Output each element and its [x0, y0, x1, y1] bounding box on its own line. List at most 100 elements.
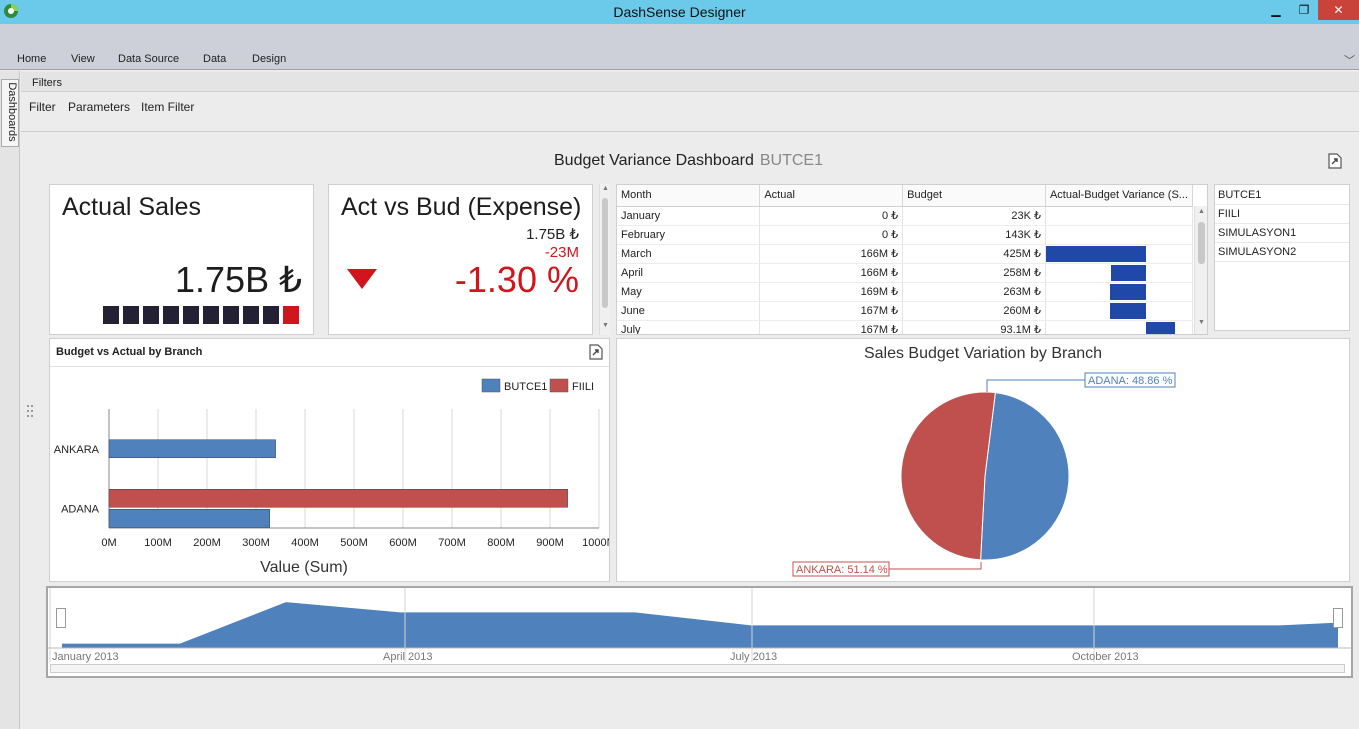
table-row[interactable]: July 167M ₺ 93.1M ₺ — [617, 320, 1194, 334]
cell-variance — [1045, 225, 1194, 245]
cell-month: April — [617, 263, 761, 283]
cell-variance — [1045, 206, 1194, 226]
pie-chart-panel: Sales Budget Variation by Branch ADANA: … — [616, 338, 1350, 582]
table-row[interactable]: April 166M ₺ 258M ₺ — [617, 263, 1194, 283]
sparkline-bar — [243, 306, 259, 324]
dashboards-dock-tab[interactable] — [1, 79, 19, 147]
table-row[interactable]: May 169M ₺ 263M ₺ — [617, 282, 1194, 302]
range-left-handle[interactable] — [56, 608, 66, 628]
pie-label: ADANA: 48.86 % — [1088, 375, 1173, 387]
cell-month: February — [617, 225, 761, 245]
cell-budget: 93.1M ₺ — [902, 320, 1046, 334]
title-bar — [0, 0, 1359, 24]
export-icon[interactable] — [589, 344, 603, 360]
tab-view[interactable]: View — [71, 53, 95, 65]
scroll-down-icon[interactable]: ▼ — [602, 322, 609, 329]
list-item[interactable]: BUTCE1 — [1215, 186, 1349, 205]
data-member-list: BUTCE1 FIILI SIMULASYON1 SIMULASYON2 — [1214, 184, 1350, 331]
table-row[interactable]: January 0 ₺ 23K ₺ — [617, 206, 1194, 226]
range-right-handle[interactable] — [1333, 608, 1343, 628]
pie-label-box — [792, 561, 890, 577]
tab-data-source[interactable]: Data Source — [118, 53, 180, 65]
filters-header — [21, 72, 1359, 92]
cell-actual: 0 ₺ — [759, 225, 904, 245]
bar-butce1-ankara[interactable] — [108, 439, 276, 458]
list-item[interactable]: SIMULASYON1 — [1215, 224, 1349, 243]
range-scrollbar[interactable] — [50, 664, 1345, 673]
dashboards-dock-label: Dashboards — [6, 82, 18, 142]
sparkline-bar — [143, 306, 159, 324]
scroll-up-icon[interactable]: ▲ — [602, 185, 609, 192]
bar-fiili-adana[interactable] — [108, 489, 568, 508]
bar-butce1-adana[interactable] — [108, 509, 270, 528]
kpi-actual-sales-card[interactable]: Actual Sales 1.75B ₺ — [49, 184, 314, 335]
cell-actual: 169M ₺ — [759, 282, 904, 302]
sparkline-bar — [283, 306, 299, 324]
x-tick-label: 400M — [291, 537, 319, 549]
minimize-button[interactable]: ▁ — [1271, 3, 1281, 17]
export-icon[interactable] — [1328, 153, 1342, 169]
sparkline-bar — [123, 306, 139, 324]
grid-header-variance[interactable]: Actual-Budget Variance (S... — [1045, 185, 1194, 207]
kpi-act-vs-bud-card[interactable]: Act vs Bud (Expense) 1.75B ₺ -23M -1.30 … — [328, 184, 593, 335]
list-item[interactable]: SIMULASYON2 — [1215, 243, 1349, 262]
table-row[interactable]: March 166M ₺ 425M ₺ — [617, 244, 1194, 264]
grid-header-budget[interactable]: Budget — [902, 185, 1046, 207]
scroll-thumb[interactable] — [1198, 222, 1205, 264]
list-item[interactable]: FIILI — [1215, 205, 1349, 224]
range-date-label: October 2013 — [1072, 651, 1139, 663]
kpi-actual-sales-title: Actual Sales — [62, 193, 201, 221]
range-date-label: July 2013 — [730, 651, 777, 663]
kpi-act-vs-bud-percent: -1.30 % — [454, 259, 579, 300]
range-date-label: January 2013 — [52, 651, 119, 663]
dashboard-subtitle: BUTCE1 — [759, 152, 823, 169]
variance-bar — [1045, 245, 1146, 262]
kpi-scrollbar[interactable]: ▲ ▼ — [599, 184, 610, 335]
maximize-button[interactable]: ❐ — [1298, 3, 1310, 17]
pie-leader-line — [986, 379, 1085, 392]
cell-budget: 258M ₺ — [902, 263, 1046, 283]
scroll-up-icon[interactable]: ▲ — [1198, 208, 1205, 215]
sparkline-bar — [223, 306, 239, 324]
y-category-label: ANKARA — [54, 444, 100, 456]
cell-budget: 23K ₺ — [902, 206, 1046, 226]
grid-header-actual[interactable]: Actual — [759, 185, 904, 207]
cell-variance — [1045, 282, 1194, 302]
table-row[interactable]: February 0 ₺ 143K ₺ — [617, 225, 1194, 245]
variance-bar — [1109, 283, 1146, 300]
cell-budget: 260M ₺ — [902, 301, 1046, 321]
x-tick-label: 900M — [536, 537, 564, 549]
variance-bar — [1145, 321, 1175, 334]
pie-slice[interactable] — [900, 391, 996, 561]
sparkline-bar — [203, 306, 219, 324]
close-button[interactable]: ✕ — [1318, 0, 1359, 20]
range-area — [62, 602, 1338, 648]
tab-home[interactable]: Home — [17, 53, 47, 65]
tab-data[interactable]: Data — [203, 53, 227, 65]
grid-scrollbar[interactable]: ▲ ▼ — [1194, 206, 1207, 334]
bar-chart-title: Budget vs Actual by Branch — [56, 346, 203, 358]
pie-label: ANKARA: 51.14 % — [796, 564, 888, 576]
grid-header-month[interactable]: Month — [617, 185, 761, 207]
variance-bar — [1109, 302, 1146, 319]
x-tick-label: 200M — [193, 537, 221, 549]
pie-chart-title: Sales Budget Variation by Branch — [863, 345, 1103, 362]
range-filter[interactable]: January 2013 April 2013 July 2013 October 2… — [46, 586, 1353, 678]
filter-link[interactable]: Filter — [29, 100, 56, 114]
table-row[interactable]: June 167M ₺ 260M ₺ — [617, 301, 1194, 321]
x-tick-label: 1000M — [582, 537, 609, 549]
splitter-grip[interactable] — [26, 404, 34, 418]
legend-swatch-butce1 — [481, 378, 501, 393]
scroll-thumb[interactable] — [602, 198, 608, 308]
app-logo-icon — [4, 4, 18, 18]
ribbon-collapse-icon[interactable]: ﹀ — [1344, 55, 1355, 67]
item-filter-link[interactable]: Item Filter — [141, 100, 195, 114]
bar-chart-panel: Budget vs Actual by Branch 0M 100M 200M 300… — [49, 338, 610, 582]
parameters-link[interactable]: Parameters — [68, 100, 131, 114]
pie-slice[interactable] — [980, 392, 1070, 561]
tab-design[interactable]: Design — [252, 53, 287, 65]
scroll-down-icon[interactable]: ▼ — [1198, 319, 1205, 326]
pie-label-box — [1084, 372, 1176, 388]
cell-variance — [1045, 263, 1194, 283]
bar-chart-header — [50, 339, 609, 367]
